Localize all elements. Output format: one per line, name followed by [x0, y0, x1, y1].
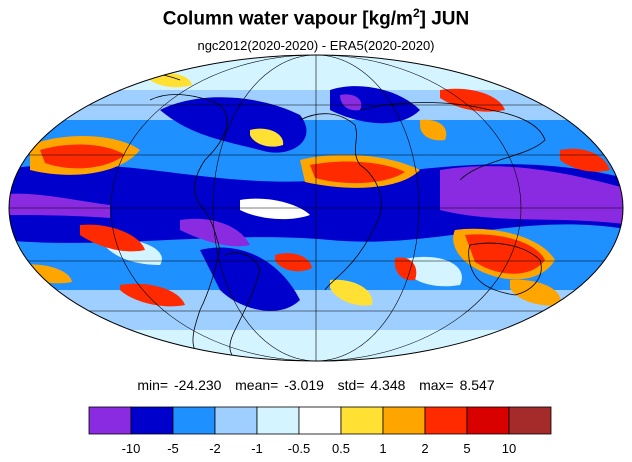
colorbar-swatch: [256, 406, 300, 435]
colorbar-swatch: [508, 406, 552, 435]
stat-max-label: max=: [419, 377, 454, 393]
stat-min-label: min=: [137, 377, 169, 393]
colorbar-tick-label: 2: [421, 441, 428, 456]
colorbar-swatch: [466, 406, 510, 435]
stat-std-label: std=: [337, 377, 365, 393]
colorbar-tick-label: 0.5: [332, 441, 350, 456]
stat-mean-label: mean=: [235, 377, 279, 393]
colorbar-swatch: [130, 406, 174, 435]
title-superscript: 2: [412, 6, 420, 20]
colorbar-tick-label: 1: [379, 441, 386, 456]
colorbar-swatch: [424, 406, 468, 435]
colorbar-swatch: [340, 406, 384, 435]
stat-min-value: -24.230: [173, 377, 222, 393]
stats-line: min= -24.230 mean= -3.019 std= 4.348 max…: [0, 377, 632, 393]
colorbar-swatch: [172, 406, 216, 435]
graticule: [9, 55, 623, 361]
colorbar-swatch: [382, 406, 426, 435]
colorbar-tick-label: -2: [209, 441, 221, 456]
colorbar-tick-label: 10: [502, 441, 516, 456]
colorbar-swatch: [298, 406, 342, 435]
colorbar-tick-label: -1: [251, 441, 263, 456]
colorbar-tick-label: -0.5: [288, 441, 310, 456]
stat-mean-value: -3.019: [284, 377, 324, 393]
coastlines: [99, 71, 546, 356]
map-title: Column water vapour [kg/m2] JUN: [0, 6, 632, 30]
globe-outline: [8, 54, 624, 362]
stat-std-value: 4.348: [370, 377, 406, 393]
colorbar-tick-label: -5: [167, 441, 179, 456]
title-text: Column water vapour [kg/m: [162, 8, 413, 30]
map-subtitle: ngc2012(2020-2020) - ERA5(2020-2020): [197, 38, 435, 53]
stat-max-value: 8.547: [459, 377, 495, 393]
colorbar-swatch: [214, 406, 258, 435]
colorbar-tick-label: -10: [122, 441, 141, 456]
colorbar-swatch: [88, 406, 132, 435]
colorbar-tick-label: 5: [463, 441, 470, 456]
title-suffix: ] JUN: [419, 8, 470, 30]
